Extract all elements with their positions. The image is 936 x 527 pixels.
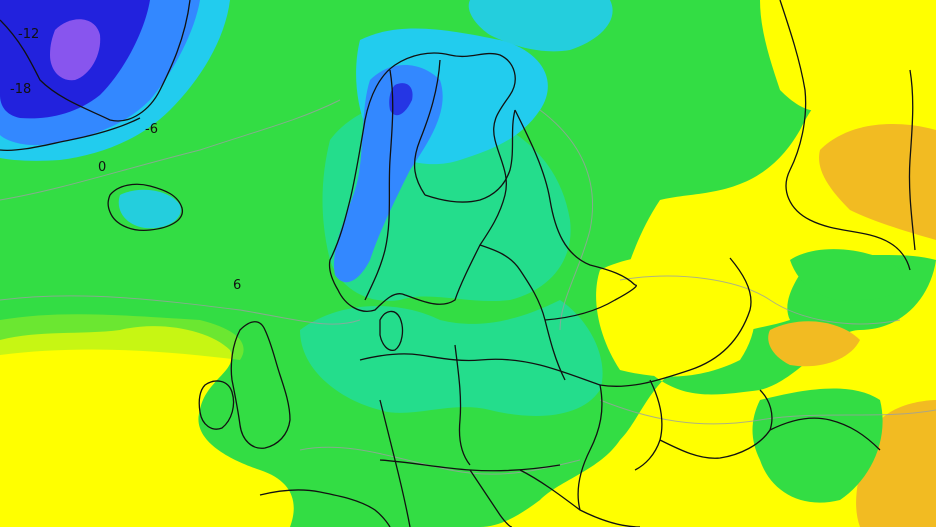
coastline-scandinavia [328,52,516,312]
coastline-iberia [259,489,391,527]
border-norway-sweden [364,69,394,301]
border-belarus [544,284,637,321]
orange-zone-east-mid [768,321,860,367]
contour-label-neg6: -6 [145,122,158,137]
coastline-great-britain [230,321,291,449]
yellow-green-zone-atlantic [0,314,244,360]
violet-zone-greenland [50,19,101,81]
border-ukraine [599,257,752,387]
border-russia-east [779,0,911,271]
coastline-italy [469,469,513,527]
orange-zone-northeast [819,124,936,240]
deep-blue-zone-norway [389,83,413,116]
isoline-6 [299,446,581,475]
coastline-black-sea [659,389,773,459]
cyan-zone-northeast [468,0,613,52]
border-sweden-finland [413,59,441,196]
contour-label-neg18: -18 [10,82,31,97]
cyan-zone-iceland [118,189,181,229]
yellow-zone-atlantic-south [0,326,294,527]
coastline-denmark [379,310,404,351]
border-russia-west [514,109,636,286]
coastline-finland [424,109,516,203]
coastline-greenland [0,0,191,122]
border-germany-poland [454,344,471,466]
border-caucasus [769,417,881,451]
blue-zone-scandinavia [334,65,443,283]
border-france-germany [379,399,411,527]
contour-label-zero: 0 [98,160,106,175]
isoline-5 [599,399,936,425]
border-romania [577,384,603,511]
coastline-iceland [107,183,183,231]
coastline-greenland-south [0,117,141,151]
yellow-zone-central [596,255,755,377]
isoline-3 [539,109,594,331]
border-central-europe [359,353,601,386]
border-baltics [479,244,566,381]
isoline-4 [619,275,901,325]
green-pocket-east [790,249,903,301]
isoline-2 [0,99,341,201]
aqua-green-zone-central [300,300,603,416]
contour-label-pos6: 6 [233,278,241,293]
coastline-ireland [198,380,235,430]
contour-label-neg12: -12 [18,27,39,42]
border-far-east [908,69,916,251]
isoline-1 [0,295,361,325]
